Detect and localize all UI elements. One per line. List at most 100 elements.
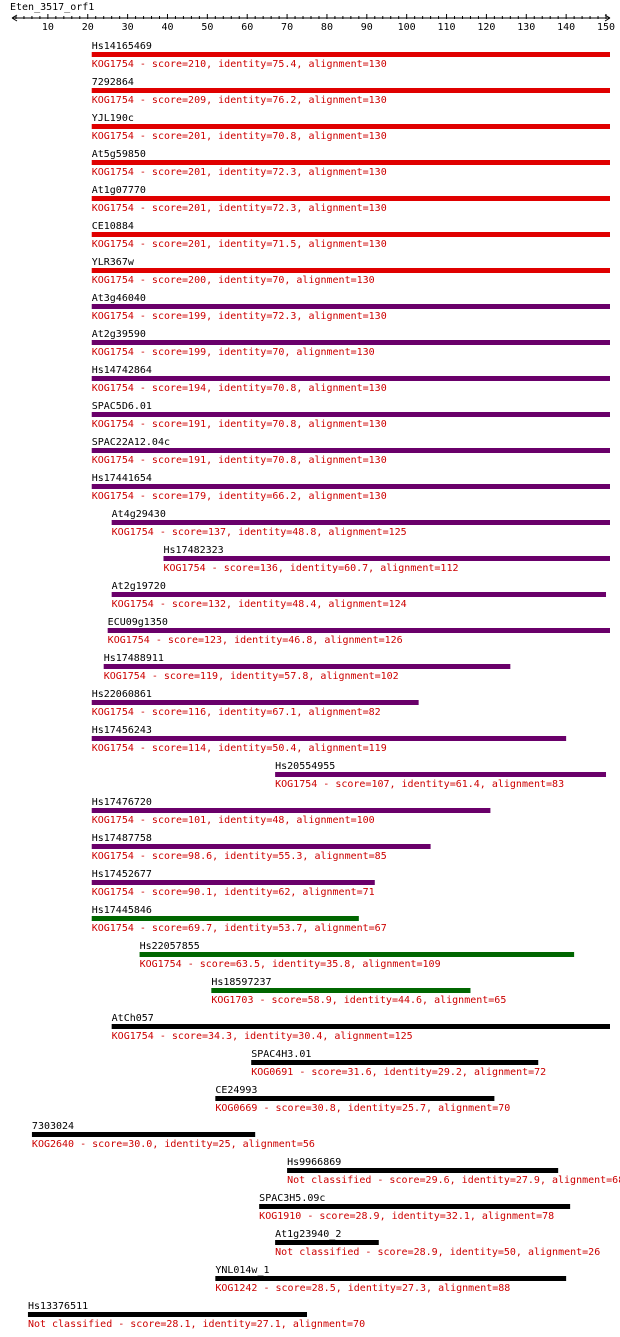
hit-name[interactable]: Hs22057855 xyxy=(140,941,200,952)
hit-bar[interactable] xyxy=(91,88,610,93)
hit-bar[interactable] xyxy=(91,412,610,417)
hit-description: KOG1754 - score=69.7, identity=53.7, ali… xyxy=(92,923,387,934)
hit-description: KOG1754 - score=191, identity=70.8, alig… xyxy=(92,419,387,430)
hit-name[interactable]: YJL190c xyxy=(92,113,134,124)
hit-row: Hs9966869 Not classified - score=29.6, id… xyxy=(287,1157,620,1186)
hit-name[interactable]: Hs17441654 xyxy=(92,473,152,484)
hit-description: KOG1754 - score=137, identity=48.8, alig… xyxy=(112,527,407,538)
hit-row: Hs22057855 KOG1754 - score=63.5, identity… xyxy=(139,941,575,970)
hit-bar[interactable] xyxy=(91,160,610,165)
hit-bar[interactable] xyxy=(215,1096,495,1101)
hit-bar[interactable] xyxy=(211,988,471,993)
hit-name[interactable]: Hs17456243 xyxy=(92,725,152,736)
hit-name[interactable]: At3g46040 xyxy=(92,293,146,304)
hit-name[interactable]: Hs22060861 xyxy=(92,689,152,700)
hit-bar[interactable] xyxy=(91,340,610,345)
hit-bar[interactable] xyxy=(139,952,575,957)
hit-bar[interactable] xyxy=(91,196,610,201)
hit-name[interactable]: 7303024 xyxy=(32,1121,74,1132)
hit-bar[interactable] xyxy=(91,916,359,921)
hit-description: KOG1754 - score=116, identity=67.1, alig… xyxy=(92,707,381,718)
hit-name[interactable]: At1g07770 xyxy=(92,185,146,196)
hit-bar[interactable] xyxy=(275,772,607,777)
hit-bar[interactable] xyxy=(91,484,610,489)
hit-name[interactable]: SPAC5D6.01 xyxy=(92,401,152,412)
hit-name[interactable]: Hs14742864 xyxy=(92,365,152,376)
hit-bar[interactable] xyxy=(275,1240,379,1245)
hit-name[interactable]: SPAC22A12.04c xyxy=(92,437,170,448)
hit-name[interactable]: At4g29430 xyxy=(112,509,166,520)
hit-row: 7303024 KOG2640 - score=30.0, identity=25… xyxy=(31,1121,315,1150)
hit-description: KOG1754 - score=123, identity=46.8, alig… xyxy=(108,635,403,646)
hit-description: KOG1754 - score=194, identity=70.8, alig… xyxy=(92,383,387,394)
hit-bar[interactable] xyxy=(107,628,611,633)
hit-bar[interactable] xyxy=(91,808,491,813)
hit-bar[interactable] xyxy=(215,1276,567,1281)
hit-bar[interactable] xyxy=(111,592,607,597)
hit-name[interactable]: At5g59850 xyxy=(92,149,146,160)
hit-name[interactable]: YNL014w_1 xyxy=(215,1265,269,1276)
hit-row: Hs17488911 KOG1754 - score=119, identity=… xyxy=(103,653,511,682)
hit-row: CE10884 KOG1754 - score=201, identity=71.… xyxy=(91,221,610,250)
hit-name[interactable]: At1g23940_2 xyxy=(275,1229,341,1240)
axis-tick-label: 90 xyxy=(361,22,373,33)
hit-name[interactable]: Hs13376511 xyxy=(28,1301,88,1312)
hit-bar[interactable] xyxy=(111,1024,611,1029)
hit-bar[interactable] xyxy=(91,448,610,453)
hit-row: SPAC5D6.01 KOG1754 - score=191, identity=… xyxy=(91,401,610,430)
hit-name[interactable]: CE24993 xyxy=(215,1085,257,1096)
hit-name[interactable]: Hs17487758 xyxy=(92,833,152,844)
hit-description: KOG1754 - score=201, identity=72.3, alig… xyxy=(92,203,387,214)
hit-name[interactable]: Hs20554955 xyxy=(275,761,335,772)
axis-tick-label: 40 xyxy=(161,22,173,33)
hit-bar[interactable] xyxy=(251,1060,539,1065)
hit-row: Hs17445846 KOG1754 - score=69.7, identity… xyxy=(91,905,387,934)
hit-bar[interactable] xyxy=(91,736,567,741)
hit-bar[interactable] xyxy=(91,52,610,57)
hit-bar[interactable] xyxy=(287,1168,559,1173)
hit-bar[interactable] xyxy=(91,700,419,705)
hit-name[interactable]: AtCh057 xyxy=(112,1013,154,1024)
hit-bar[interactable] xyxy=(103,664,511,669)
hit-row: Hs17476720 KOG1754 - score=101, identity=… xyxy=(91,797,491,826)
hit-description: KOG2640 - score=30.0, identity=25, align… xyxy=(32,1139,315,1150)
hit-name[interactable]: Hs17482323 xyxy=(163,545,223,556)
hit-description: KOG1754 - score=90.1, identity=62, align… xyxy=(92,887,375,898)
hit-name[interactable]: At2g19720 xyxy=(112,581,166,592)
hit-bar[interactable] xyxy=(91,844,431,849)
hit-bar[interactable] xyxy=(91,304,610,309)
hit-bar[interactable] xyxy=(91,376,610,381)
hit-bar[interactable] xyxy=(111,520,611,525)
hit-bar[interactable] xyxy=(259,1204,571,1209)
hit-row: Hs17452677 KOG1754 - score=90.1, identity… xyxy=(91,869,375,898)
hit-bar[interactable] xyxy=(163,556,610,561)
hit-bar[interactable] xyxy=(91,268,610,273)
hit-name[interactable]: Hs9966869 xyxy=(287,1157,341,1168)
hit-description: KOG1754 - score=191, identity=70.8, alig… xyxy=(92,455,387,466)
hit-name[interactable]: CE10884 xyxy=(92,221,134,232)
query-axis: 10 20 30 40 50 60 70 80 90 100 110 120 130 140 150 xyxy=(11,14,615,33)
hit-name[interactable]: Hs17452677 xyxy=(92,869,152,880)
hit-name[interactable]: YLR367w xyxy=(92,257,135,268)
hit-name[interactable]: Hs17488911 xyxy=(104,653,164,664)
hit-bar[interactable] xyxy=(31,1132,256,1137)
hit-row: Hs17487758 KOG1754 - score=98.6, identity… xyxy=(91,833,431,862)
hit-name[interactable]: SPAC3H5.09c xyxy=(259,1193,325,1204)
hit-name[interactable]: ECU09g1350 xyxy=(108,617,168,628)
hit-row: Hs20554955 KOG1754 - score=107, identity=… xyxy=(275,761,607,790)
hit-row: CE24993 KOG0669 - score=30.8, identity=25… xyxy=(215,1085,510,1114)
hit-name[interactable]: Hs18597237 xyxy=(211,977,271,988)
hit-bar[interactable] xyxy=(91,232,610,237)
hit-name[interactable]: Hs17476720 xyxy=(92,797,152,808)
hit-name[interactable]: Hs17445846 xyxy=(92,905,152,916)
axis-tick-label: 110 xyxy=(438,22,456,33)
hit-description: KOG1754 - score=199, identity=70, alignm… xyxy=(92,347,375,358)
hit-bar[interactable] xyxy=(27,1312,308,1317)
hit-description: KOG1754 - score=114, identity=50.4, alig… xyxy=(92,743,387,754)
hit-name[interactable]: 7292864 xyxy=(92,77,134,88)
hit-bar[interactable] xyxy=(91,124,610,129)
hit-name[interactable]: Hs14165469 xyxy=(92,41,152,52)
hit-bar[interactable] xyxy=(91,880,375,885)
hit-name[interactable]: At2g39590 xyxy=(92,329,146,340)
hit-name[interactable]: SPAC4H3.01 xyxy=(251,1049,311,1060)
